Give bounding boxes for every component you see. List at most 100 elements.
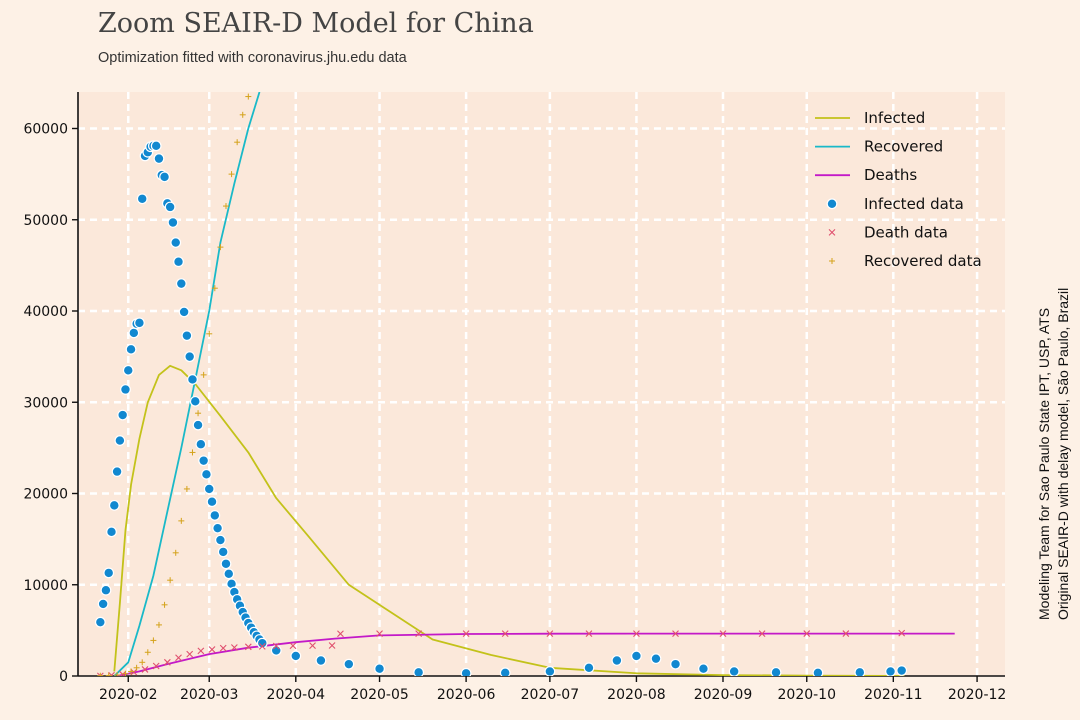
point-recovered-data — [150, 637, 157, 644]
point-death-data — [208, 646, 216, 653]
point-infected-data — [100, 584, 112, 596]
legend-item: Recovered — [815, 138, 943, 156]
death-data-stroke — [633, 630, 640, 638]
point-infected-data — [220, 558, 232, 570]
legend-item: Infected data — [826, 195, 964, 213]
point-recovered-data — [155, 621, 162, 628]
point-recovered-data — [239, 111, 246, 118]
point-infected-data — [698, 663, 709, 675]
point-infected-data — [203, 483, 215, 495]
death-data-stroke — [163, 658, 171, 666]
axes: 2020-02 2020-03 2020-04 2020-05 2020-06 2020-… — [23, 92, 1006, 703]
legend: Infected Recovered Deaths Infected data Deat… — [815, 109, 982, 270]
death-data-stroke — [152, 662, 160, 670]
point-infected-data — [125, 343, 137, 355]
death-data-stroke — [328, 642, 336, 649]
death-data-stroke — [337, 630, 344, 638]
point-death-data — [842, 630, 850, 637]
point-recovered-data — [114, 671, 121, 676]
chart-subtitle: Optimization fitted with coronavirus.jhu… — [98, 50, 407, 66]
point-infected-data — [460, 667, 472, 676]
point-infected-data — [159, 171, 170, 183]
point-death-data — [719, 630, 727, 638]
x-tick-label: 2020-05 — [350, 687, 409, 703]
x-tick-label: 2020-08 — [607, 687, 666, 703]
point-infected-data — [189, 395, 201, 407]
point-infected-data — [201, 468, 212, 480]
point-death-data — [186, 650, 194, 658]
point-infected-data — [854, 666, 866, 676]
point-infected-data — [631, 650, 642, 662]
point-infected-data — [173, 256, 184, 268]
point-infected-data — [315, 655, 327, 666]
death-data-stroke — [309, 642, 316, 650]
point-death-data — [244, 643, 252, 651]
point-infected-data — [150, 140, 162, 152]
legend-label: Recovered data — [864, 252, 982, 270]
point-death-data — [337, 630, 344, 638]
point-death-data — [272, 642, 280, 650]
x-tick-label: 2020-10 — [778, 687, 837, 703]
point-infected-data — [128, 327, 140, 339]
point-infected-data — [896, 665, 908, 676]
point-infected-data — [374, 663, 385, 675]
death-data-stroke — [120, 671, 127, 676]
point-death-data — [130, 668, 138, 676]
point-infected-data — [223, 568, 235, 580]
chart-marks — [94, 92, 955, 676]
death-data-stroke — [842, 630, 850, 637]
side-note-line1: Modeling Team for Sao Paulo State IPT, U… — [1036, 308, 1052, 620]
point-death-data — [258, 642, 266, 650]
point-infected-data — [117, 409, 129, 421]
point-infected-data — [184, 351, 196, 363]
point-death-data — [289, 642, 297, 650]
point-infected-data — [770, 666, 782, 676]
point-infected-data — [812, 667, 824, 676]
death-data-stroke — [230, 644, 238, 651]
y-tick-label: 50000 — [23, 213, 68, 229]
point-death-data — [230, 644, 238, 651]
legend-label: Infected data — [864, 195, 964, 213]
point-death-data — [163, 658, 171, 666]
point-infected-data — [106, 526, 117, 538]
point-infected-data — [153, 153, 165, 165]
series-line-deaths — [116, 632, 955, 676]
point-infected-data — [212, 522, 224, 534]
death-data-stroke — [898, 629, 906, 637]
point-recovered-data — [172, 549, 179, 556]
point-infected-data — [94, 616, 106, 628]
point-death-data — [376, 630, 383, 638]
point-infected-data — [209, 510, 221, 521]
legend-swatch — [826, 198, 838, 210]
point-infected-data — [136, 193, 148, 205]
legend-item: Deaths — [815, 166, 917, 184]
death-data-stroke — [244, 643, 252, 651]
point-infected-data — [192, 419, 204, 431]
point-infected-data — [103, 567, 115, 579]
death-data-stroke — [501, 630, 509, 638]
legend-swatch — [828, 229, 836, 236]
y-tick-label: 40000 — [23, 304, 68, 320]
y-tick-label: 20000 — [23, 487, 68, 503]
point-recovered-data — [97, 672, 104, 676]
point-infected-data — [167, 217, 179, 228]
point-infected-data — [170, 237, 182, 248]
point-death-data — [898, 629, 906, 637]
point-recovered-data — [139, 659, 146, 666]
death-data-stroke — [415, 630, 423, 638]
point-infected-data — [134, 317, 145, 329]
death-data-stroke — [546, 630, 554, 638]
death-data-stroke — [672, 630, 679, 638]
x-tick-label: 2020-02 — [99, 687, 158, 703]
x-tick-label: 2020-12 — [948, 687, 1007, 703]
grid-lines — [78, 92, 1005, 676]
point-death-data — [175, 654, 182, 662]
point-infected-data — [583, 662, 595, 674]
point-death-data — [152, 662, 160, 670]
legend-item: Death data — [828, 223, 948, 241]
x-tick-label: 2020-04 — [267, 687, 326, 703]
point-infected-data — [111, 466, 123, 478]
point-infected-data — [181, 330, 193, 342]
point-recovered-data — [200, 371, 207, 378]
death-data-stroke — [130, 668, 138, 676]
